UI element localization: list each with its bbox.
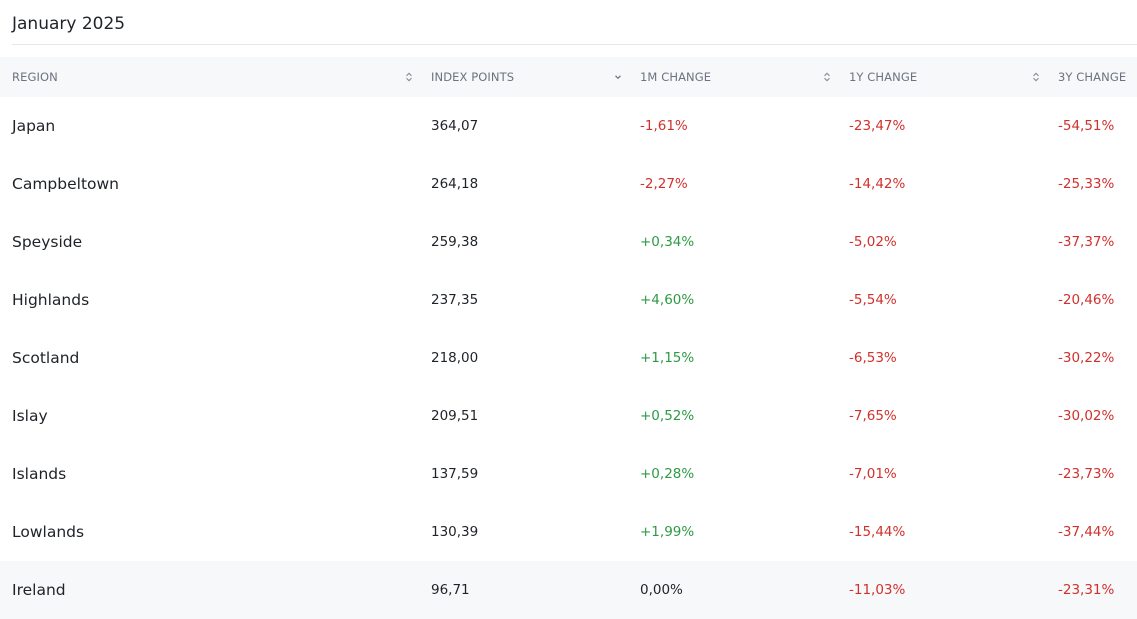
table-row[interactable]: Japan 364,07 -1,61% -23,47% -54,51%	[0, 97, 1137, 155]
index-points-cell: 137,59	[431, 466, 479, 482]
region-cell: Highlands	[12, 291, 90, 309]
change-1y-cell: -6,53%	[849, 350, 897, 366]
region-cell: Speyside	[12, 233, 83, 251]
index-points-cell: 259,38	[431, 234, 479, 250]
region-cell: Islands	[12, 465, 67, 483]
table-row[interactable]: Lowlands 130,39 +1,99% -15,44% -37,44%	[0, 503, 1137, 561]
table-row[interactable]: Speyside 259,38 +0,34% -5,02% -37,37%	[0, 213, 1137, 271]
region-cell: Lowlands	[12, 523, 85, 541]
region-cell: Japan	[12, 117, 56, 135]
change-1y-cell: -15,44%	[849, 524, 906, 540]
table-header: REGION INDEX POINTS 1M CHANGE 1Y CHANGE …	[0, 57, 1137, 97]
index-points-cell: 264,18	[431, 176, 479, 192]
change-1m-cell: +1,15%	[640, 350, 695, 366]
index-points-cell: 237,35	[431, 292, 479, 308]
index-points-cell: 209,51	[431, 408, 479, 424]
change-1m-cell: -2,27%	[640, 176, 688, 192]
page-title: January 2025	[12, 14, 126, 34]
table-row[interactable]: Islands 137,59 +0,28% -7,01% -23,73%	[0, 445, 1137, 503]
region-index-table: REGION INDEX POINTS 1M CHANGE 1Y CHANGE …	[0, 57, 1137, 619]
region-cell: Scotland	[12, 349, 80, 367]
change-3y-cell: -54,51%	[1058, 118, 1115, 134]
table-row[interactable]: Scotland 218,00 +1,15% -6,53% -30,22%	[0, 329, 1137, 387]
change-1m-cell: +0,34%	[640, 234, 695, 250]
region-cell: Campbeltown	[12, 175, 120, 193]
title-divider	[12, 44, 1137, 45]
change-1m-cell: +1,99%	[640, 524, 695, 540]
table-body: Japan 364,07 -1,61% -23,47% -54,51% Campbelto…	[0, 97, 1137, 619]
change-3y-cell: -37,37%	[1058, 234, 1115, 250]
sort-neutral-icon[interactable]	[822, 57, 832, 97]
change-1m-cell: +0,28%	[640, 466, 695, 482]
change-3y-cell: -23,73%	[1058, 466, 1115, 482]
column-header-3y-change[interactable]: 3Y CHANGE	[1058, 70, 1127, 84]
table-row[interactable]: Islay 209,51 +0,52% -7,65% -30,02%	[0, 387, 1137, 445]
index-points-cell: 364,07	[431, 118, 479, 134]
table-row[interactable]: Campbeltown 264,18 -2,27% -14,42% -25,33%	[0, 155, 1137, 213]
change-1m-cell: +0,52%	[640, 408, 695, 424]
change-3y-cell: -20,46%	[1058, 292, 1115, 308]
table-row[interactable]: Highlands 237,35 +4,60% -5,54% -20,46%	[0, 271, 1137, 329]
change-3y-cell: -37,44%	[1058, 524, 1115, 540]
change-1y-cell: -7,65%	[849, 408, 897, 424]
column-header-1y-change[interactable]: 1Y CHANGE	[849, 70, 918, 84]
change-1y-cell: -5,02%	[849, 234, 897, 250]
change-1m-cell: 0,00%	[640, 582, 683, 598]
column-header-1m-change[interactable]: 1M CHANGE	[640, 70, 712, 84]
change-3y-cell: -23,31%	[1058, 582, 1115, 598]
column-header-index-points[interactable]: INDEX POINTS	[431, 70, 515, 84]
change-1y-cell: -23,47%	[849, 118, 906, 134]
change-1y-cell: -14,42%	[849, 176, 906, 192]
index-points-cell: 130,39	[431, 524, 479, 540]
sort-descending-icon[interactable]	[613, 57, 623, 97]
change-1y-cell: -7,01%	[849, 466, 897, 482]
change-1m-cell: +4,60%	[640, 292, 695, 308]
change-3y-cell: -30,02%	[1058, 408, 1115, 424]
change-1m-cell: -1,61%	[640, 118, 688, 134]
change-1y-cell: -5,54%	[849, 292, 897, 308]
sort-neutral-icon[interactable]	[1031, 57, 1041, 97]
change-3y-cell: -25,33%	[1058, 176, 1115, 192]
index-points-cell: 96,71	[431, 582, 470, 598]
region-cell: Ireland	[12, 581, 66, 599]
region-cell: Islay	[12, 407, 48, 425]
column-header-region[interactable]: REGION	[12, 70, 58, 84]
change-1y-cell: -11,03%	[849, 582, 906, 598]
sort-neutral-icon[interactable]	[404, 57, 414, 97]
table-row[interactable]: Ireland 96,71 0,00% -11,03% -23,31%	[0, 561, 1137, 619]
index-points-cell: 218,00	[431, 350, 479, 366]
change-3y-cell: -30,22%	[1058, 350, 1115, 366]
